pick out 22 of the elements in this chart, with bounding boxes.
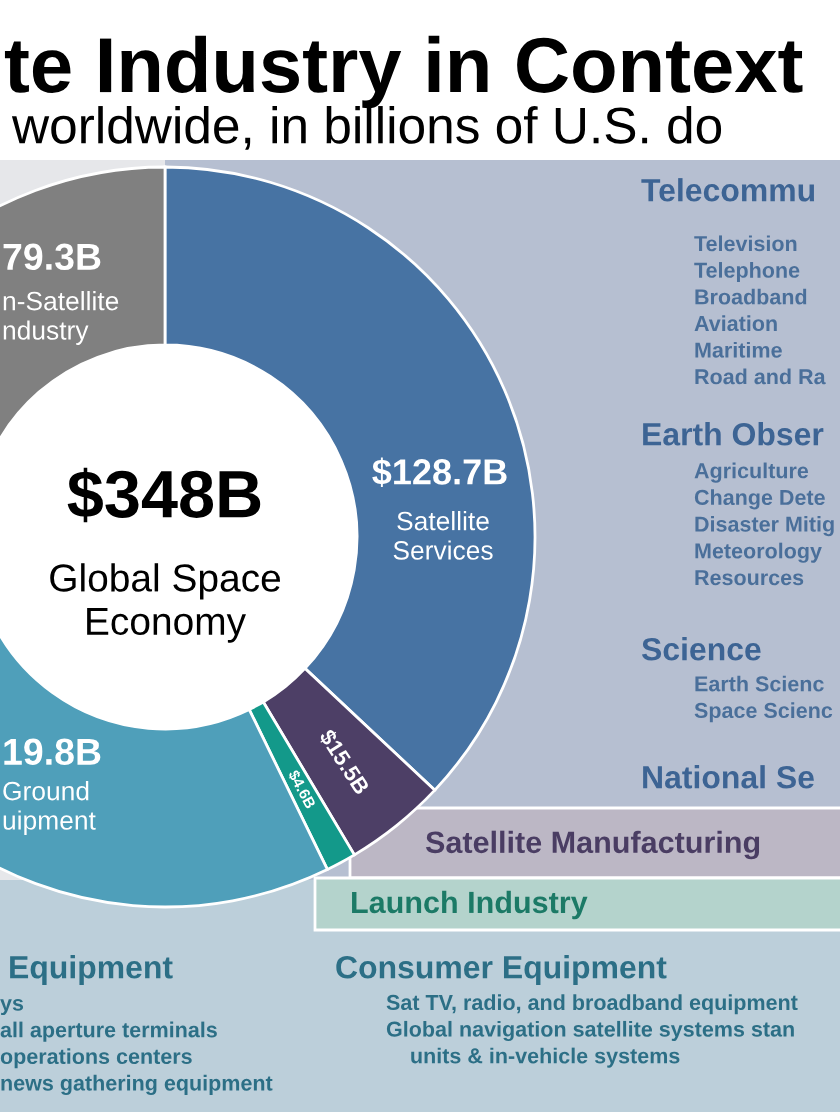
- text: $348B: [67, 467, 261, 523]
- text: Science: [641, 637, 761, 661]
- slice-label: Ground uipment: [3, 781, 96, 835]
- text: Sat TV, radio, and broadband equipment Global navigation satellite systems stan units & in-vehicle systems: [386, 994, 798, 1068]
- text: National Se: [643, 765, 814, 789]
- chart-subtitle: worldwide, in billions of U.S. do: [11, 106, 722, 150]
- text: Television Telephone Broadband Aviation Maritime Road and Ra: [694, 235, 826, 385]
- text: Agriculture Change Dete Disaster Mitig Meteorology Resources: [694, 462, 834, 586]
- text: 19.8B: [4, 738, 101, 766]
- text: Telecommu: [641, 178, 815, 202]
- text: Earth Obser: [643, 422, 824, 446]
- data-label: 79.3B: [3, 243, 101, 271]
- text: Consumer Equipment: [336, 955, 667, 985]
- text: Equipment: [10, 955, 173, 985]
- data-label: $128.7B: [372, 457, 507, 488]
- text: ys all aperture terminals operations centers news gathering equipment: [0, 998, 273, 1096]
- slice-label: Launch Industry: [352, 890, 588, 920]
- text: Earth Scienc Space Scienc: [694, 675, 833, 723]
- slice-label: Satellite Manufacturing: [425, 830, 760, 860]
- slice-label: Satellite Services: [393, 511, 493, 560]
- text: Global Space Economy: [50, 563, 281, 643]
- slice-label: n-Satellite ndustry: [3, 291, 119, 345]
